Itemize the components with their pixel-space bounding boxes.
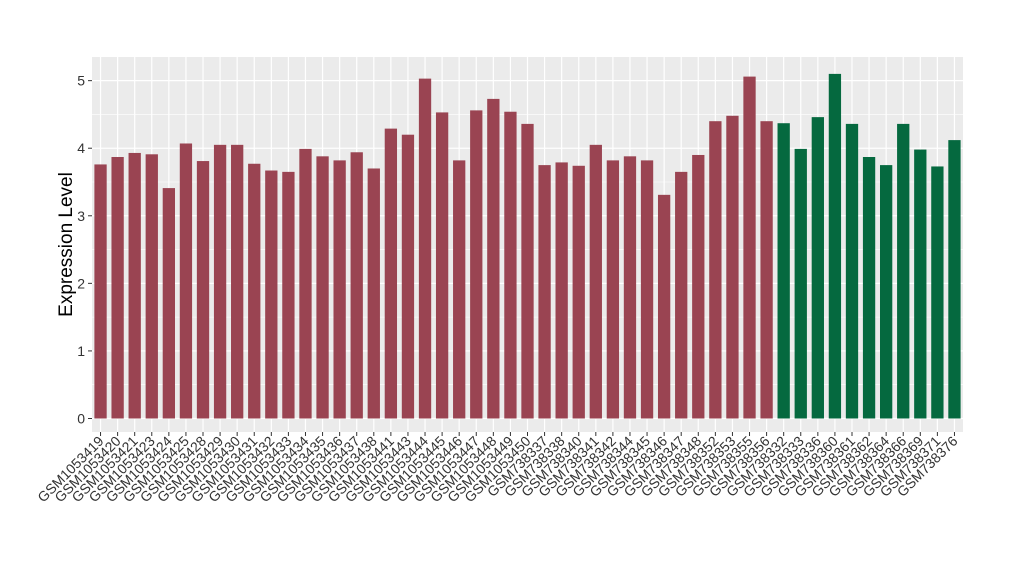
bar — [760, 121, 773, 419]
bar — [709, 121, 722, 419]
bar — [299, 148, 312, 419]
y-tick-label: 4 — [77, 140, 85, 156]
bar — [94, 164, 107, 419]
bar — [794, 148, 807, 419]
bar — [487, 98, 500, 419]
bar — [862, 157, 876, 419]
bar — [572, 165, 585, 419]
bars-group — [94, 73, 961, 419]
bar — [692, 154, 705, 419]
bar — [675, 171, 688, 419]
bar — [640, 160, 654, 419]
bar — [657, 194, 671, 419]
bar — [213, 144, 227, 419]
bar — [418, 78, 432, 419]
bar — [538, 165, 551, 419]
bar — [606, 160, 620, 419]
bar — [948, 140, 961, 419]
y-tick-label: 5 — [77, 73, 85, 89]
bar — [384, 128, 398, 419]
bar — [777, 123, 790, 419]
y-axis-title: Expression Level — [56, 172, 77, 317]
bar — [367, 168, 380, 419]
bar — [828, 73, 842, 419]
bar — [845, 123, 859, 419]
bar — [504, 111, 517, 419]
bar — [248, 163, 261, 419]
bar — [162, 188, 176, 419]
y-tick-label: 2 — [77, 275, 85, 291]
bar — [521, 123, 534, 419]
x-axis: GSM1053419GSM1053420GSM1053421GSM1053423… — [34, 432, 961, 505]
bar — [726, 115, 739, 419]
bar — [316, 156, 329, 419]
bar — [282, 171, 295, 419]
bar — [333, 160, 346, 419]
y-tick-label: 3 — [77, 208, 85, 224]
bar — [743, 76, 756, 419]
bar — [589, 144, 602, 419]
bar — [231, 144, 244, 419]
bar — [128, 152, 141, 419]
bar — [179, 143, 193, 419]
bar — [931, 166, 944, 419]
bar — [145, 154, 158, 419]
bar — [555, 162, 568, 419]
y-tick-label: 0 — [77, 410, 85, 426]
bar — [265, 170, 278, 419]
y-tick-label: 1 — [77, 343, 85, 359]
bar — [196, 161, 210, 419]
bar — [111, 157, 124, 419]
bar — [401, 134, 415, 419]
bar — [623, 156, 637, 419]
bar — [811, 117, 824, 419]
bar — [350, 152, 363, 419]
bar — [914, 149, 927, 419]
bar — [435, 112, 449, 419]
bar — [897, 123, 910, 419]
bar — [453, 160, 466, 419]
bar — [470, 110, 483, 419]
bar — [879, 165, 893, 419]
y-axis: 0 1 2 3 4 5 — [77, 73, 92, 426]
